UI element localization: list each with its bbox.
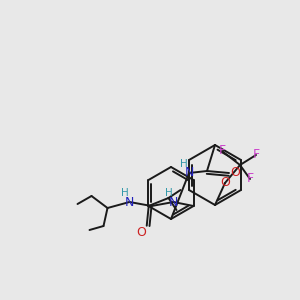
Text: H: H — [121, 188, 128, 198]
Text: H: H — [180, 159, 188, 169]
Text: N: N — [125, 196, 134, 208]
Text: O: O — [230, 167, 240, 179]
Text: N: N — [169, 196, 178, 208]
Text: F: F — [218, 145, 226, 158]
Text: F: F — [252, 148, 260, 161]
Text: N: N — [184, 167, 194, 179]
Text: O: O — [136, 226, 146, 239]
Text: H: H — [165, 188, 172, 198]
Text: F: F — [246, 172, 254, 185]
Text: O: O — [220, 176, 230, 190]
